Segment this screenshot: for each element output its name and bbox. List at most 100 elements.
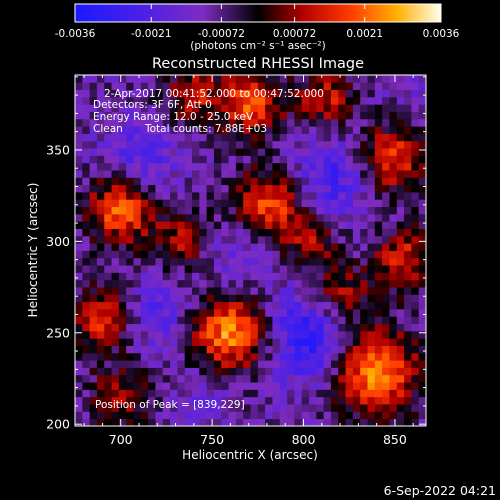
- heatmap-cell: [404, 133, 412, 142]
- heatmap-cell: [199, 82, 208, 91]
- heatmap-cell: [184, 294, 193, 303]
- heatmap-cell: [199, 352, 208, 361]
- heatmap-cell: [206, 396, 215, 405]
- heatmap-cell: [316, 250, 325, 259]
- heatmap-cell: [118, 279, 127, 288]
- heatmap-cell: [352, 404, 361, 412]
- heatmap-cell: [162, 104, 171, 112]
- heatmap-cell: [213, 287, 222, 295]
- heatmap-cell: [404, 104, 412, 112]
- heatmap-cell: [184, 235, 193, 244]
- heatmap-cell: [177, 323, 186, 332]
- heatmap-cell: [177, 118, 186, 127]
- heatmap-cell: [140, 89, 149, 98]
- heatmap-cell: [126, 294, 134, 303]
- heatmap-cell: [199, 126, 208, 134]
- heatmap-cell: [265, 367, 273, 376]
- y-tick-label: 350: [46, 142, 70, 157]
- heatmap-cell: [96, 396, 105, 405]
- heatmap-cell: [184, 367, 193, 376]
- heatmap-cell: [279, 199, 288, 208]
- heatmap-cell: [140, 374, 149, 383]
- heatmap-cell: [352, 177, 361, 186]
- heatmap-cell: [155, 294, 164, 303]
- heatmap-cell: [257, 323, 266, 332]
- heatmap-cell: [192, 96, 200, 105]
- heatmap-cell: [323, 140, 332, 149]
- heatmap-cell: [118, 213, 127, 222]
- heatmap-cell: [155, 104, 164, 112]
- heatmap-cell: [294, 75, 303, 83]
- heatmap-cell: [374, 118, 383, 127]
- heatmap-cell: [235, 221, 244, 229]
- heatmap-cell: [235, 243, 244, 251]
- heatmap-cell: [323, 206, 332, 215]
- heatmap-cell: [316, 82, 325, 91]
- heatmap-cell: [352, 140, 361, 149]
- heatmap-cell: [75, 192, 83, 200]
- heatmap-cell: [162, 133, 171, 142]
- heatmap-cell: [221, 155, 229, 164]
- heatmap-cell: [118, 272, 127, 281]
- heatmap-cell: [404, 294, 412, 303]
- heatmap-cell: [411, 111, 420, 120]
- heatmap-cell: [184, 352, 193, 361]
- heatmap-cell: [396, 374, 405, 383]
- heatmap-cell: [389, 155, 398, 164]
- heatmap-cell: [279, 111, 288, 120]
- heatmap-cell: [338, 272, 346, 281]
- heatmap-cell: [177, 82, 186, 91]
- heatmap-cell: [228, 352, 237, 361]
- heatmap-cell: [228, 192, 237, 200]
- heatmap-cell: [162, 360, 171, 368]
- heatmap-cell: [352, 389, 361, 398]
- heatmap-cell: [389, 126, 398, 134]
- heatmap-cell: [294, 316, 303, 325]
- heatmap-cell: [75, 382, 83, 390]
- heatmap-cell: [170, 352, 178, 361]
- heatmap-cell: [177, 89, 186, 98]
- heatmap-cell: [184, 221, 193, 229]
- heatmap-cell: [367, 133, 376, 142]
- heatmap-cell: [389, 213, 398, 222]
- heatmap-cell: [345, 96, 354, 105]
- heatmap-cell: [118, 170, 127, 178]
- heatmap-cell: [126, 279, 134, 288]
- heatmap-cell: [338, 170, 346, 178]
- heatmap-cell: [75, 235, 83, 244]
- heatmap-cell: [309, 367, 317, 376]
- heatmap-cell: [389, 257, 398, 266]
- heatmap-cell: [316, 170, 325, 178]
- heatmap-cell: [89, 367, 98, 376]
- heatmap-cell: [192, 265, 200, 273]
- heatmap-cell: [374, 111, 383, 120]
- heatmap-cell: [126, 184, 134, 193]
- heatmap-cell: [111, 345, 120, 354]
- heatmap-cell: [206, 111, 215, 120]
- heatmap-cell: [272, 411, 281, 420]
- heatmap-cell: [382, 316, 390, 325]
- heatmap-cell: [199, 221, 208, 229]
- heatmap-cell: [184, 418, 193, 427]
- heatmap-cell: [75, 294, 83, 303]
- heatmap-cell: [243, 213, 251, 222]
- chart-title: Reconstructed RHESSI Image: [152, 56, 364, 72]
- heatmap-cell: [257, 404, 266, 412]
- heatmap-cell: [287, 155, 295, 164]
- heatmap-cell: [404, 75, 412, 83]
- colorbar-ticks: -0.0036 -0.0021 -0.00072 0.00072 0.0021 0.003…: [55, 4, 460, 40]
- heatmap-cell: [294, 111, 303, 120]
- heatmap-cell: [309, 243, 317, 251]
- heatmap-cell: [75, 323, 83, 332]
- heatmap-cell: [360, 411, 368, 420]
- heatmap-cell: [243, 126, 251, 134]
- heatmap-cell: [228, 287, 237, 295]
- heatmap-cell: [192, 111, 200, 120]
- heatmap-cell: [126, 192, 134, 200]
- heatmap-cell: [111, 338, 120, 346]
- heatmap-cell: [89, 294, 98, 303]
- heatmap-cell: [148, 148, 156, 156]
- heatmap-cell: [221, 404, 229, 412]
- heatmap-cell: [382, 345, 390, 354]
- heatmap-cell: [352, 221, 361, 229]
